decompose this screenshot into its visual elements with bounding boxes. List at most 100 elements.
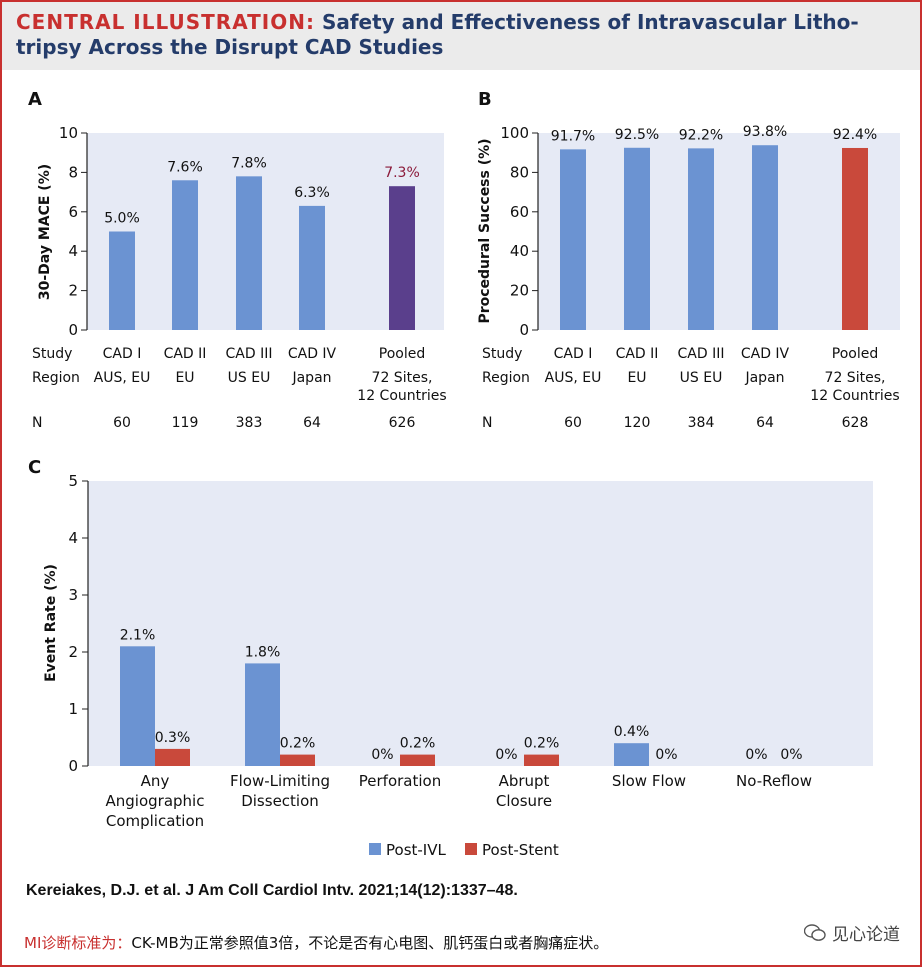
category-label: No-Reflow: [736, 772, 812, 790]
category-label: Abrupt Closure: [496, 772, 552, 810]
study-name: CAD II: [164, 346, 207, 362]
data-label: 0.2%: [280, 736, 316, 752]
bar-post-ivl: [245, 663, 280, 766]
bar-cad-iii: [688, 148, 714, 330]
region-label: 72 Sites, 12 Countries: [810, 370, 899, 404]
row-label-study: Study: [482, 346, 522, 362]
study-name: CAD I: [554, 346, 593, 362]
watermark-text: 见心论道: [832, 925, 900, 945]
panel-c-plot-area: [88, 481, 873, 766]
legend-swatch: [465, 843, 477, 855]
y-tick-label: 0: [68, 757, 78, 775]
n-value: 383: [236, 415, 263, 431]
y-tick-label: 2: [68, 643, 78, 661]
data-label: 92.5%: [615, 127, 659, 143]
bar-pooled: [842, 147, 868, 330]
y-tick-label: 1: [68, 700, 78, 718]
bar-post-ivl: [120, 646, 155, 766]
n-value: 64: [303, 415, 321, 431]
n-value: 60: [564, 415, 582, 431]
bar-post-stent: [524, 754, 559, 766]
row-label-study: Study: [32, 346, 72, 362]
bar-post-stent: [155, 748, 190, 766]
data-label: 0.2%: [524, 736, 560, 752]
data-label: 7.3%: [384, 165, 420, 181]
region-label: 72 Sites, 12 Countries: [357, 370, 446, 404]
y-tick-label: 0: [68, 321, 78, 339]
bar-cad-i: [560, 149, 586, 330]
n-value: 119: [172, 415, 199, 431]
y-tick-label: 5: [68, 472, 78, 490]
panel-b-y-axis-label: Procedural Success (%): [477, 138, 493, 323]
row-label-region: Region: [32, 370, 80, 386]
bar-cad-i: [109, 231, 135, 330]
row-label-region: Region: [482, 370, 530, 386]
region-label: EU: [627, 370, 646, 386]
category-label: Flow-Limiting Dissection: [230, 772, 330, 810]
panel-c-y-axis-label: Event Rate (%): [43, 564, 59, 682]
bar-pooled: [389, 186, 415, 330]
study-name: CAD I: [103, 346, 142, 362]
y-tick-label: 4: [68, 529, 78, 547]
row-label-n: N: [32, 415, 42, 431]
region-label: Japan: [744, 370, 784, 386]
region-label: EU: [175, 370, 194, 386]
region-label: AUS, EU: [545, 370, 602, 386]
n-value: 626: [389, 415, 416, 431]
y-tick-label: 8: [68, 163, 78, 181]
n-value: 628: [842, 415, 869, 431]
footnote-body: CK-MB为正常参照值3倍，不论是否有心电图、肌钙蛋白或者胸痛症状。: [131, 934, 609, 952]
y-tick-label: 3: [68, 586, 78, 604]
y-tick-label: 4: [68, 242, 78, 260]
title-text: Safety and Effectiveness of Intravascula…: [16, 10, 859, 59]
citation: Kereiakes, D.J. et al. J Am Coll Cardiol…: [26, 882, 518, 899]
study-name: Pooled: [832, 346, 878, 362]
footnote-prefix: MI诊断标准为：: [24, 934, 132, 952]
panel-a-plot-area: [87, 133, 444, 330]
panel-a: A 30-Day MACE (%) 0 2 4 6 8 10 5.0% 7.6% 7.8% 6.…: [28, 89, 447, 431]
header-bar: CENTRAL ILLUSTRATION: Safety and Effecti…: [2, 2, 920, 70]
panel-b-label: B: [478, 89, 492, 110]
region-label: US EU: [680, 370, 723, 386]
legend-swatch: [369, 843, 381, 855]
n-value: 120: [624, 415, 651, 431]
data-label: 93.8%: [743, 124, 787, 140]
y-tick-label: 10: [59, 124, 78, 142]
data-label: 6.3%: [294, 185, 330, 201]
row-label-n: N: [482, 415, 492, 431]
data-label: 0%: [780, 747, 802, 763]
study-name: CAD III: [678, 346, 725, 362]
wechat-icon: [804, 923, 826, 941]
y-tick-label: 2: [68, 282, 78, 300]
data-label: 0.3%: [155, 730, 191, 746]
category-label: Perforation: [359, 772, 441, 790]
watermark: 见心论道: [804, 920, 900, 945]
y-tick-label: 6: [68, 203, 78, 221]
region-label: US EU: [228, 370, 271, 386]
category-label: Any Angiographic Complication: [106, 772, 205, 830]
bar-post-stent: [280, 754, 315, 766]
region-label: AUS, EU: [94, 370, 151, 386]
study-name: Pooled: [379, 346, 425, 362]
region-label: Japan: [291, 370, 331, 386]
study-name: CAD IV: [288, 346, 337, 362]
panel-c: C Event Rate (%) 0 1 2 3 4 5 2.1% 0.3% Any Angio…: [28, 457, 873, 859]
data-label: 1.8%: [245, 644, 281, 660]
data-label: 0%: [371, 747, 393, 763]
panel-a-label: A: [28, 89, 42, 110]
data-label: 0%: [745, 747, 767, 763]
n-value: 64: [756, 415, 774, 431]
legend-label: Post-IVL: [386, 841, 446, 859]
n-value: 384: [688, 415, 715, 431]
legend-label: Post-Stent: [482, 841, 559, 859]
bar-post-ivl: [614, 743, 649, 766]
data-label: 0.4%: [614, 724, 650, 740]
panel-b: B Procedural Success (%) 0 20 40 60 80 100 91…: [477, 89, 900, 431]
footnote: MI诊断标准为：CK-MB为正常参照值3倍，不论是否有心电图、肌钙蛋白或者胸痛症…: [24, 932, 608, 953]
panel-a-y-axis-label: 30-Day MACE (%): [37, 164, 53, 300]
data-label: 2.1%: [120, 627, 156, 643]
panel-c-label: C: [28, 457, 41, 478]
bar-post-stent: [400, 754, 435, 766]
